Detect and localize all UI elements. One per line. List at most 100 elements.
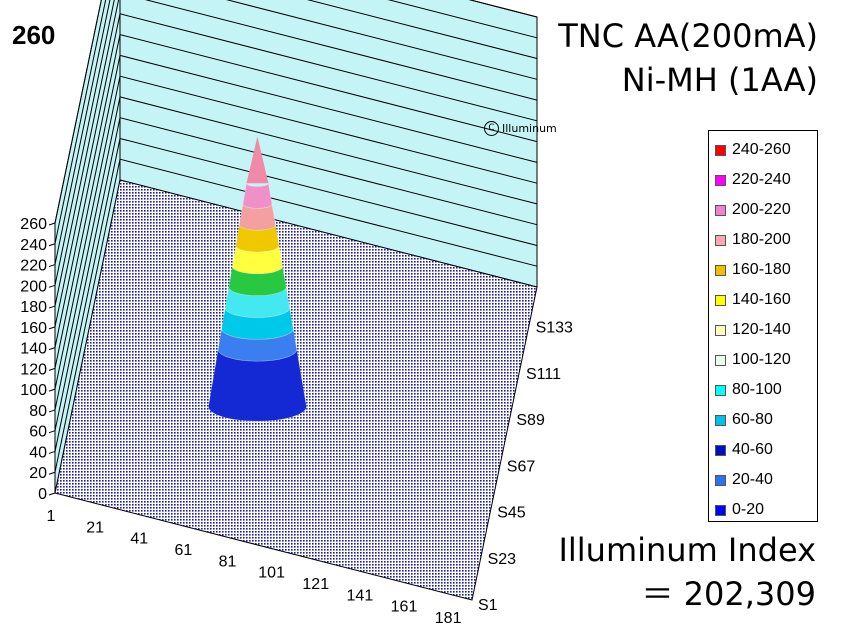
title-line-2: Ni-MH (1AA) bbox=[621, 61, 818, 99]
copyright-icon: C bbox=[484, 121, 499, 136]
y-tick-label: S111 bbox=[526, 366, 561, 383]
x-tick-label: 41 bbox=[130, 531, 148, 548]
back-wall bbox=[54, 0, 538, 494]
illuminum-index: Illuminum Index ＝ 202,309 bbox=[558, 528, 816, 616]
z-tick-label: 140 bbox=[20, 341, 47, 358]
z-tick-label: 160 bbox=[20, 320, 47, 337]
z-tick bbox=[48, 347, 56, 351]
wall-gridline bbox=[54, 0, 538, 244]
z-tick-label: 220 bbox=[20, 258, 47, 275]
x-tick-label: 181 bbox=[435, 610, 462, 627]
z-axis: 0 20 40 60 80 100 120 140 160 180 200 220 240 260 bbox=[20, 216, 56, 503]
legend-swatch bbox=[715, 144, 726, 156]
z-tick bbox=[48, 243, 56, 247]
y-tick-label: S23 bbox=[488, 551, 517, 568]
legend-label: 160-180 bbox=[732, 261, 791, 278]
z-tick-label: 100 bbox=[20, 382, 47, 399]
legend-item: 60-80 bbox=[709, 405, 817, 435]
legend-swatch bbox=[715, 234, 726, 246]
z-tick-label: 120 bbox=[20, 361, 47, 378]
z-tick bbox=[48, 305, 56, 309]
index-label: Illuminum Index bbox=[558, 531, 816, 569]
corner-value: 260 bbox=[12, 20, 56, 50]
wall-gridline bbox=[54, 33, 538, 348]
z-tick-label: 180 bbox=[20, 299, 47, 316]
chart-title: TNC AA(200mA) Ni-MH (1AA) bbox=[558, 14, 818, 102]
legend-label: 40-60 bbox=[732, 441, 773, 458]
z-tick bbox=[48, 367, 56, 371]
legend-swatch bbox=[715, 324, 726, 336]
z-tick-label: 200 bbox=[20, 278, 47, 295]
x-tick-label: 21 bbox=[86, 519, 104, 536]
legend-item: 20-40 bbox=[709, 465, 817, 495]
z-tick bbox=[48, 284, 56, 288]
legend-label: 120-140 bbox=[732, 321, 791, 338]
legend-item: 40-60 bbox=[709, 435, 817, 465]
peak-band bbox=[242, 183, 273, 209]
legend-item: 240-260 bbox=[709, 135, 817, 165]
legend-swatch bbox=[715, 264, 726, 276]
wall-gridline bbox=[54, 54, 538, 369]
legend-label: 20-40 bbox=[732, 471, 773, 488]
x-tick-label: 101 bbox=[258, 565, 285, 582]
z-tick bbox=[48, 450, 56, 454]
z-tick-label: 40 bbox=[29, 444, 47, 461]
y-tick-label: S133 bbox=[536, 320, 573, 337]
z-tick-label: 20 bbox=[29, 465, 47, 482]
x-tick-label: 1 bbox=[47, 508, 56, 525]
z-tick bbox=[48, 264, 56, 268]
y-axis: S1 S23 S45 S67 S89 S111 S133 bbox=[478, 320, 573, 614]
z-tick-label: 260 bbox=[20, 216, 47, 233]
wall-gridline bbox=[54, 75, 538, 390]
index-value: ＝ 202,309 bbox=[641, 575, 816, 613]
peak-tip bbox=[246, 136, 269, 184]
z-tick bbox=[48, 471, 56, 475]
x-tick-label: 81 bbox=[219, 553, 237, 570]
wall-gridline bbox=[54, 137, 538, 452]
z-tick bbox=[48, 492, 56, 496]
legend-label: 220-240 bbox=[732, 171, 791, 188]
z-tick-label: 240 bbox=[20, 237, 47, 254]
legend-swatch bbox=[715, 474, 726, 486]
z-tick bbox=[48, 430, 56, 434]
legend-swatch bbox=[715, 294, 726, 306]
y-tick-label: S67 bbox=[507, 458, 536, 475]
z-tick bbox=[48, 222, 56, 226]
legend-swatch bbox=[715, 174, 726, 186]
z-tick bbox=[48, 326, 56, 330]
x-tick-label: 141 bbox=[347, 587, 374, 604]
wall-gridline bbox=[54, 0, 538, 224]
legend-item: 220-240 bbox=[709, 165, 817, 195]
legend-item: 200-220 bbox=[709, 195, 817, 225]
y-tick-label: S89 bbox=[516, 412, 545, 429]
legend-label: 240-260 bbox=[732, 141, 791, 158]
z-tick-label: 0 bbox=[38, 486, 47, 503]
legend-swatch bbox=[715, 204, 726, 216]
legend-item: 0-20 bbox=[709, 495, 817, 525]
wall-gridline bbox=[54, 13, 538, 327]
x-tick-label: 121 bbox=[302, 576, 329, 593]
wall-gridline bbox=[54, 117, 538, 431]
legend-label: 180-200 bbox=[732, 231, 791, 248]
legend-swatch bbox=[715, 504, 726, 516]
legend-swatch bbox=[715, 384, 726, 396]
legend-swatch bbox=[715, 444, 726, 456]
light-peak bbox=[208, 136, 307, 422]
y-tick-label: S45 bbox=[497, 505, 526, 522]
wall-gridline bbox=[54, 158, 538, 473]
title-line-1: TNC AA(200mA) bbox=[558, 17, 818, 55]
legend-item: 140-160 bbox=[709, 285, 817, 315]
y-tick-label: S1 bbox=[478, 597, 498, 614]
copyright-text: Illuminum bbox=[502, 122, 557, 135]
x-tick-label: 161 bbox=[391, 599, 418, 616]
wall-gridline bbox=[54, 0, 538, 265]
wall-gridline bbox=[54, 96, 538, 411]
z-tick bbox=[48, 388, 56, 392]
x-tick-label: 61 bbox=[174, 542, 192, 559]
legend-item: 160-180 bbox=[709, 255, 817, 285]
legend-label: 80-100 bbox=[732, 381, 782, 398]
legend-item: 120-140 bbox=[709, 315, 817, 345]
z-tick bbox=[48, 409, 56, 413]
